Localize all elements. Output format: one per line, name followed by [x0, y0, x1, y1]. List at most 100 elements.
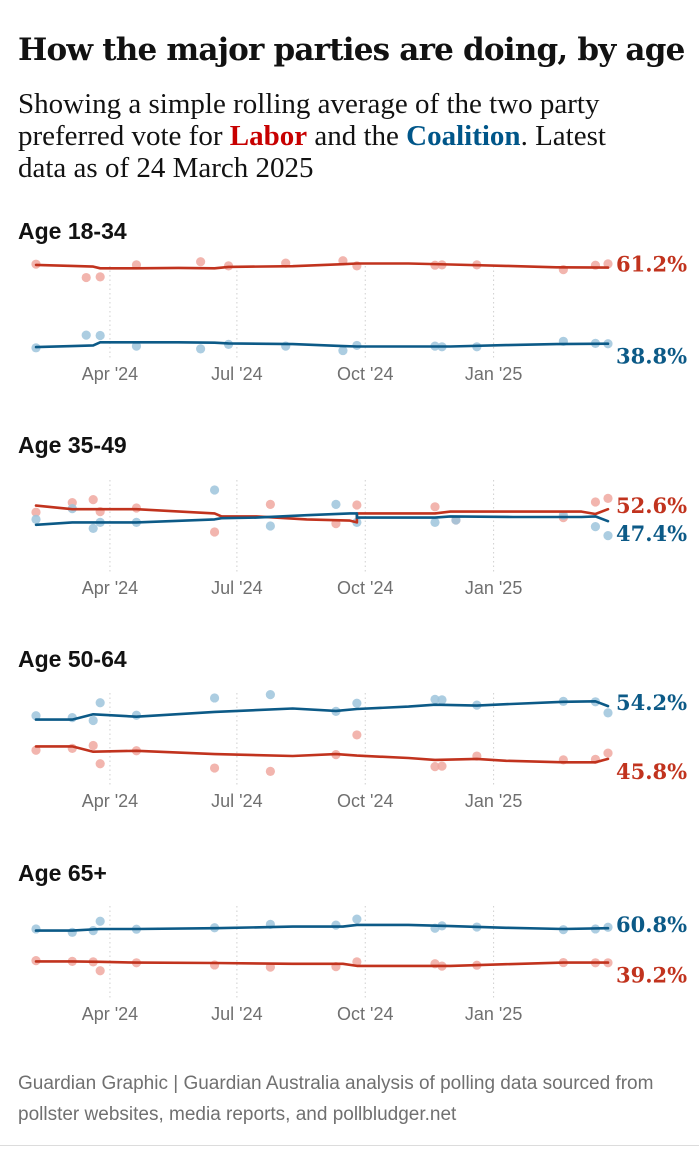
coalition-poll-point	[88, 523, 98, 533]
coalition-average-line	[34, 341, 610, 349]
labor-poll-point	[352, 500, 362, 510]
coalition-end-label: 54.2%	[616, 690, 687, 715]
standfirst-text: and the	[307, 120, 407, 152]
coalition-poll-point	[95, 698, 105, 708]
coalition-poll-point	[437, 695, 447, 705]
labor-average-line	[34, 504, 610, 524]
coalition-poll-point	[95, 330, 105, 341]
chart-age-35-49: Apr '24 Jul '24 Oct '24 Jan '25 52.6% 47.4%	[31, 480, 687, 598]
coalition-poll-point	[331, 499, 341, 509]
labor-poll-point	[352, 957, 362, 967]
labor-average-line	[34, 960, 610, 968]
labor-average-line	[34, 262, 610, 270]
coalition-poll-point	[81, 330, 91, 340]
x-tick-label: Jan '25	[465, 364, 522, 384]
coalition-poll-point	[331, 920, 341, 930]
x-tick-label: Jan '25	[465, 578, 522, 598]
labor-poll-point	[81, 272, 91, 283]
x-tick-label: Oct '24	[337, 1004, 393, 1024]
labor-poll-point	[590, 497, 601, 507]
standfirst-text: preferred vote for	[18, 120, 230, 152]
coalition-poll-point	[131, 341, 142, 351]
panel-title-35-49: Age 35-49	[18, 432, 127, 458]
x-tick-label: Oct '24	[337, 791, 393, 811]
labor-keyword: Labor	[229, 120, 308, 152]
chart-age-18-34: Apr '24 Jul '24 Oct '24 Jan '25 61.2% 38.8%	[31, 252, 687, 384]
page-title: How the major parties are doing, by age	[18, 32, 685, 68]
labor-poll-point	[430, 502, 440, 512]
x-tick-label: Jul '24	[211, 1004, 262, 1024]
standfirst-line-2: preferred vote for Labor and the Coaliti…	[18, 120, 699, 152]
coalition-poll-point	[352, 914, 362, 924]
panel-title-65-plus: Age 65+	[18, 860, 107, 886]
coalition-poll-point	[95, 916, 105, 926]
labor-poll-point	[95, 966, 105, 976]
x-tick-label: Jan '25	[465, 791, 522, 811]
labor-poll-point	[95, 272, 105, 282]
labor-poll-point	[209, 763, 220, 773]
labor-poll-point	[437, 761, 447, 771]
standfirst: Showing a simple rolling average of the …	[18, 88, 699, 184]
labor-poll-point	[88, 740, 98, 751]
x-tick-label: Jul '24	[211, 578, 262, 598]
coalition-poll-point	[88, 715, 98, 726]
labor-end-label: 61.2%	[616, 252, 687, 277]
chart-age-50-64: Apr '24 Jul '24 Oct '24 Jan '25 54.2% 45.8%	[31, 690, 687, 811]
coalition-average-line	[34, 512, 610, 527]
coalition-poll-point	[430, 517, 440, 527]
coalition-average-line	[34, 699, 610, 721]
coalition-poll-point	[430, 694, 440, 704]
coalition-poll-point	[590, 522, 601, 532]
labor-poll-point	[265, 499, 275, 509]
x-tick-label: Apr '24	[82, 364, 138, 384]
coalition-poll-point	[265, 521, 275, 531]
x-tick-label: Apr '24	[82, 1004, 138, 1024]
source-container: Guardian Graphic | Guardian Australia an…	[0, 1060, 699, 1146]
panel-title-18-34: Age 18-34	[18, 218, 127, 244]
labor-poll-point	[603, 259, 613, 269]
x-tick-label: Jul '24	[211, 791, 262, 811]
source-note: Guardian Graphic | Guardian Australia an…	[18, 1073, 654, 1125]
coalition-poll-point	[31, 711, 41, 721]
x-tick-label: Oct '24	[337, 578, 393, 598]
coalition-keyword: Coalition	[406, 120, 521, 152]
labor-poll-point	[352, 730, 362, 740]
labor-end-label: 52.6%	[616, 493, 687, 518]
standfirst-line-1: Showing a simple rolling average of the …	[18, 88, 600, 120]
divider	[0, 1145, 699, 1146]
labor-poll-point	[265, 766, 275, 776]
labor-poll-point	[196, 257, 206, 267]
labor-poll-point	[31, 745, 41, 755]
coalition-poll-point	[209, 693, 220, 703]
coalition-poll-point	[67, 927, 77, 937]
labor-poll-point	[31, 507, 41, 517]
coalition-poll-point	[209, 485, 220, 495]
x-tick-label: Jan '25	[465, 1004, 522, 1024]
x-tick-label: Apr '24	[82, 578, 138, 598]
coalition-poll-point	[338, 345, 348, 356]
x-tick-label: Oct '24	[337, 364, 393, 384]
coalition-average-line	[34, 923, 610, 932]
x-tick-label: Jul '24	[211, 364, 262, 384]
labor-average-line	[34, 745, 610, 764]
labor-poll-point	[88, 495, 98, 505]
coalition-end-label: 60.8%	[616, 912, 687, 937]
labor-poll-point	[209, 527, 220, 537]
coalition-poll-point	[352, 698, 362, 708]
labor-poll-point	[430, 762, 440, 772]
chart-age-65-plus: Apr '24 Jul '24 Oct '24 Jan '25 60.8% 39.2%	[31, 906, 687, 1024]
standfirst-text: . Latest	[520, 120, 606, 152]
coalition-poll-point	[603, 531, 613, 541]
coalition-poll-point	[196, 344, 206, 354]
labor-poll-point	[603, 748, 613, 758]
coalition-end-label: 47.4%	[616, 521, 687, 546]
standfirst-line-3: data as of 24 March 2025	[18, 152, 314, 184]
coalition-poll-point	[31, 924, 41, 934]
coalition-poll-point	[265, 690, 275, 700]
coalition-poll-point	[603, 708, 613, 718]
labor-end-label: 45.8%	[616, 759, 687, 784]
labor-poll-point	[603, 493, 613, 503]
panel-title-50-64: Age 50-64	[18, 646, 127, 672]
coalition-poll-point	[31, 514, 41, 524]
coalition-end-label: 38.8%	[616, 344, 687, 369]
